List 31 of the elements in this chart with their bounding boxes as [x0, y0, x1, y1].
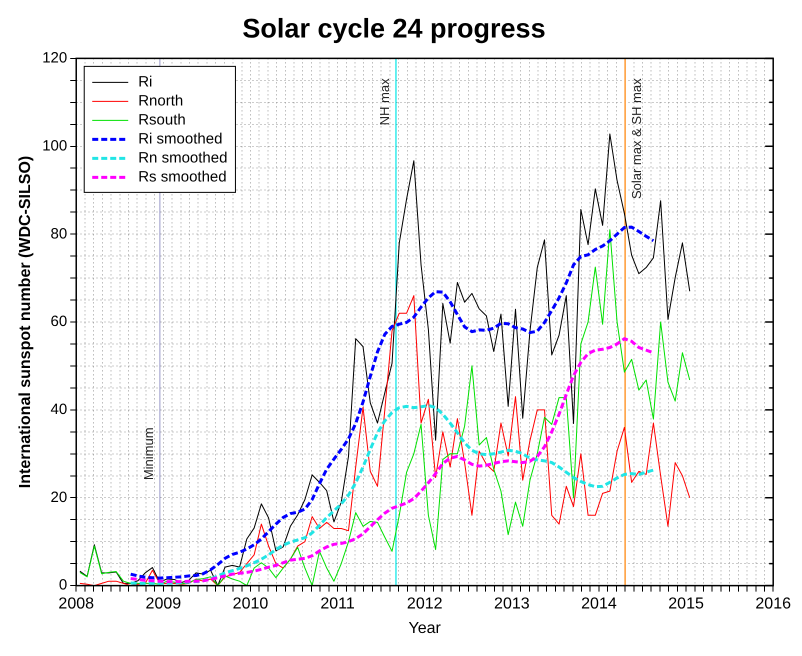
x-tick-label: 2010 [232, 596, 268, 613]
y-tick-label: 60 [50, 313, 68, 330]
ref-line-label: NH max [377, 78, 392, 126]
y-tick-label: 20 [50, 488, 68, 506]
y-tick-label: 40 [50, 401, 68, 418]
ref-line-label: Minimum [140, 427, 156, 480]
legend-label: Rsouth [138, 112, 186, 129]
line-series [129, 226, 655, 580]
ref-line-label: Solar max & SH max [629, 78, 644, 200]
x-tick-label: 2013 [494, 596, 530, 613]
y-tick-label: 100 [42, 137, 68, 154]
y-tick-label: 80 [50, 225, 68, 242]
x-tick-label: 2016 [755, 596, 792, 613]
x-tick-label: 2012 [406, 596, 443, 613]
x-tick-label: 2009 [146, 596, 182, 613]
y-axis-title: International sunspot number (WDC-SILSO) [17, 156, 34, 488]
line-series [129, 404, 655, 585]
legend-label: Rs smoothed [138, 168, 227, 186]
line-series [129, 337, 655, 584]
x-tick-label: 2008 [58, 596, 94, 613]
legend-label: Rnorth [138, 92, 184, 110]
x-axis-title: Year [408, 620, 442, 637]
x-tick-label: 2015 [668, 596, 704, 613]
x-tick-label: 2011 [320, 596, 355, 613]
legend-label: Ri smoothed [138, 130, 222, 148]
legend-label: Rn smoothed [138, 150, 228, 167]
chart-title: Solar cycle 24 progress [242, 14, 546, 44]
x-tick-label: 2014 [581, 596, 617, 613]
y-tick-label: 0 [58, 576, 68, 594]
y-tick-label: 120 [42, 50, 68, 67]
legend-label: Ri [138, 74, 152, 91]
